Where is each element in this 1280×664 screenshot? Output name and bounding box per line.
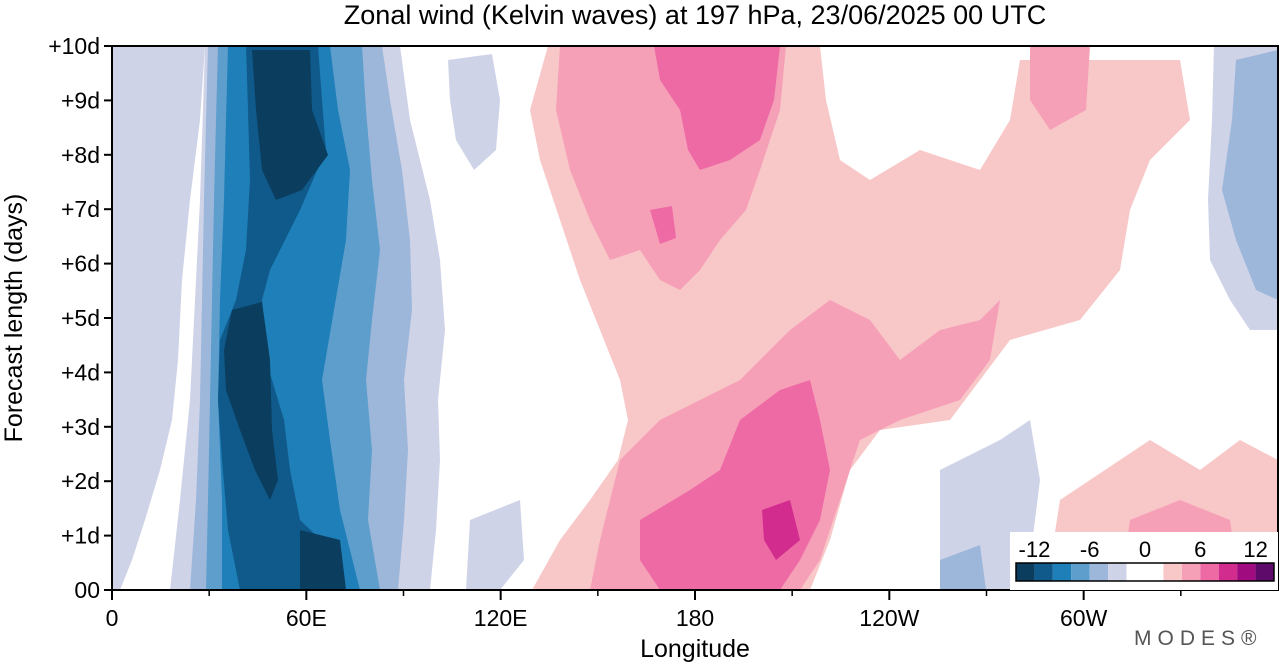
colorbar-swatch: [1255, 563, 1274, 581]
colorbar-swatch: [1126, 563, 1145, 581]
y-tick-label: +8d: [61, 142, 100, 168]
colorbar-swatch: [1145, 563, 1164, 581]
y-tick-label: +2d: [61, 468, 100, 494]
colorbar-swatch: [1218, 563, 1238, 581]
contour-neg-4: [940, 545, 986, 590]
y-tick-label: +10d: [48, 33, 100, 59]
contour-neg-2: [466, 500, 524, 590]
x-tick-label: 60E: [286, 605, 327, 631]
colorbar-swatch: [1071, 563, 1090, 581]
colorbar-label: -12: [1019, 537, 1051, 562]
colorbar-label: -6: [1080, 537, 1100, 562]
contour-pos-4: [1030, 46, 1090, 130]
x-tick-label: 0: [106, 605, 119, 631]
colorbar-swatch: [1052, 563, 1072, 581]
contour-neg-2: [448, 54, 500, 170]
colorbar-label: 6: [1194, 537, 1206, 562]
y-tick-label: +7d: [61, 196, 100, 222]
colorbar-swatch: [1034, 563, 1053, 581]
x-axis: 0 60E 120E 180 120W 60W: [106, 590, 1182, 631]
colorbar-swatch: [1089, 563, 1109, 581]
colorbar-swatch: [1181, 563, 1201, 581]
y-tick-label: +3d: [61, 414, 100, 440]
x-tick-label: 180: [676, 605, 714, 631]
colorbar-swatch: [1016, 563, 1035, 581]
colorbar-frame: [1015, 562, 1275, 582]
colorbar-swatch: [1163, 563, 1182, 581]
contour-neg-12: [252, 50, 328, 200]
y-tick-label: +1d: [61, 523, 100, 549]
y-tick-label: +6d: [61, 251, 100, 277]
colorbar-label: 12: [1243, 537, 1267, 562]
colorbar-swatch: [1108, 563, 1127, 581]
x-tick-label: 120E: [474, 605, 528, 631]
x-tick-label: 120W: [859, 605, 919, 631]
brand-logo: MODES®: [1134, 627, 1262, 650]
contour-neg-4: [1222, 50, 1278, 300]
x-axis-label: Longitude: [640, 635, 750, 663]
y-tick-label: +5d: [61, 305, 100, 331]
wind-field: [112, 46, 1278, 590]
y-tick-label: +4d: [61, 359, 100, 385]
contour-pos-6: [654, 46, 780, 170]
colorbar-legend: -12 -6 0 6 12: [1010, 532, 1278, 590]
y-axis: 00 +1d +2d +3d +4d +5d +6d +7d +8d +9d +10d: [48, 33, 112, 603]
y-axis-label: Forecast length (days): [0, 194, 28, 443]
contour-neg-12: [224, 302, 278, 500]
contour-neg-12: [300, 530, 346, 590]
y-tick-label: +9d: [61, 87, 100, 113]
chart-title: Zonal wind (Kelvin waves) at 197 hPa, 23…: [344, 0, 1046, 30]
colorbar-swatch: [1200, 563, 1219, 581]
y-tick-label: 00: [74, 577, 100, 603]
contour-neg-2: [112, 46, 205, 590]
colorbar-swatch: [1237, 563, 1256, 581]
x-tick-label: 60W: [1060, 605, 1108, 631]
colorbar-label: 0: [1139, 537, 1151, 562]
contour-pos-6: [650, 206, 676, 244]
contour-pos-8: [762, 500, 800, 560]
